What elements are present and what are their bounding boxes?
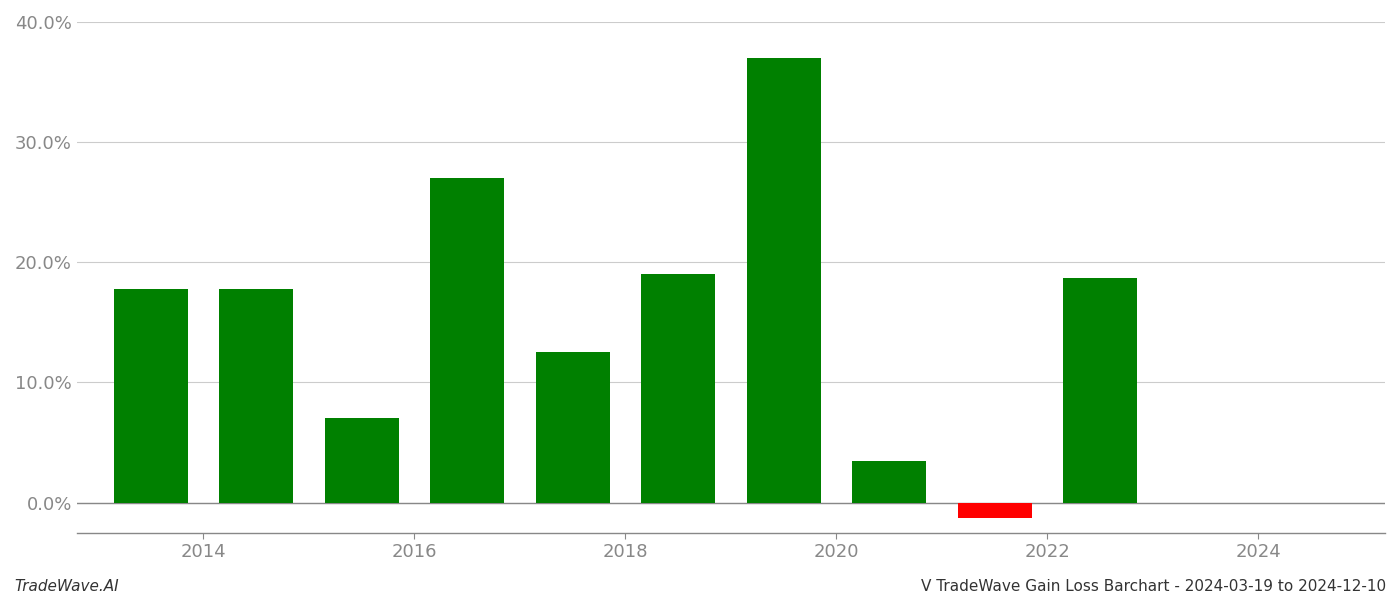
Bar [641,274,715,503]
Bar [325,418,399,503]
Bar [1063,278,1137,503]
Bar [113,289,188,503]
Bar [220,289,293,503]
Bar [536,352,609,503]
Bar [430,178,504,503]
Text: V TradeWave Gain Loss Barchart - 2024-03-19 to 2024-12-10: V TradeWave Gain Loss Barchart - 2024-03… [921,579,1386,594]
Text: TradeWave.AI: TradeWave.AI [14,579,119,594]
Bar [746,58,820,503]
Bar [958,503,1032,518]
Bar [853,461,925,503]
